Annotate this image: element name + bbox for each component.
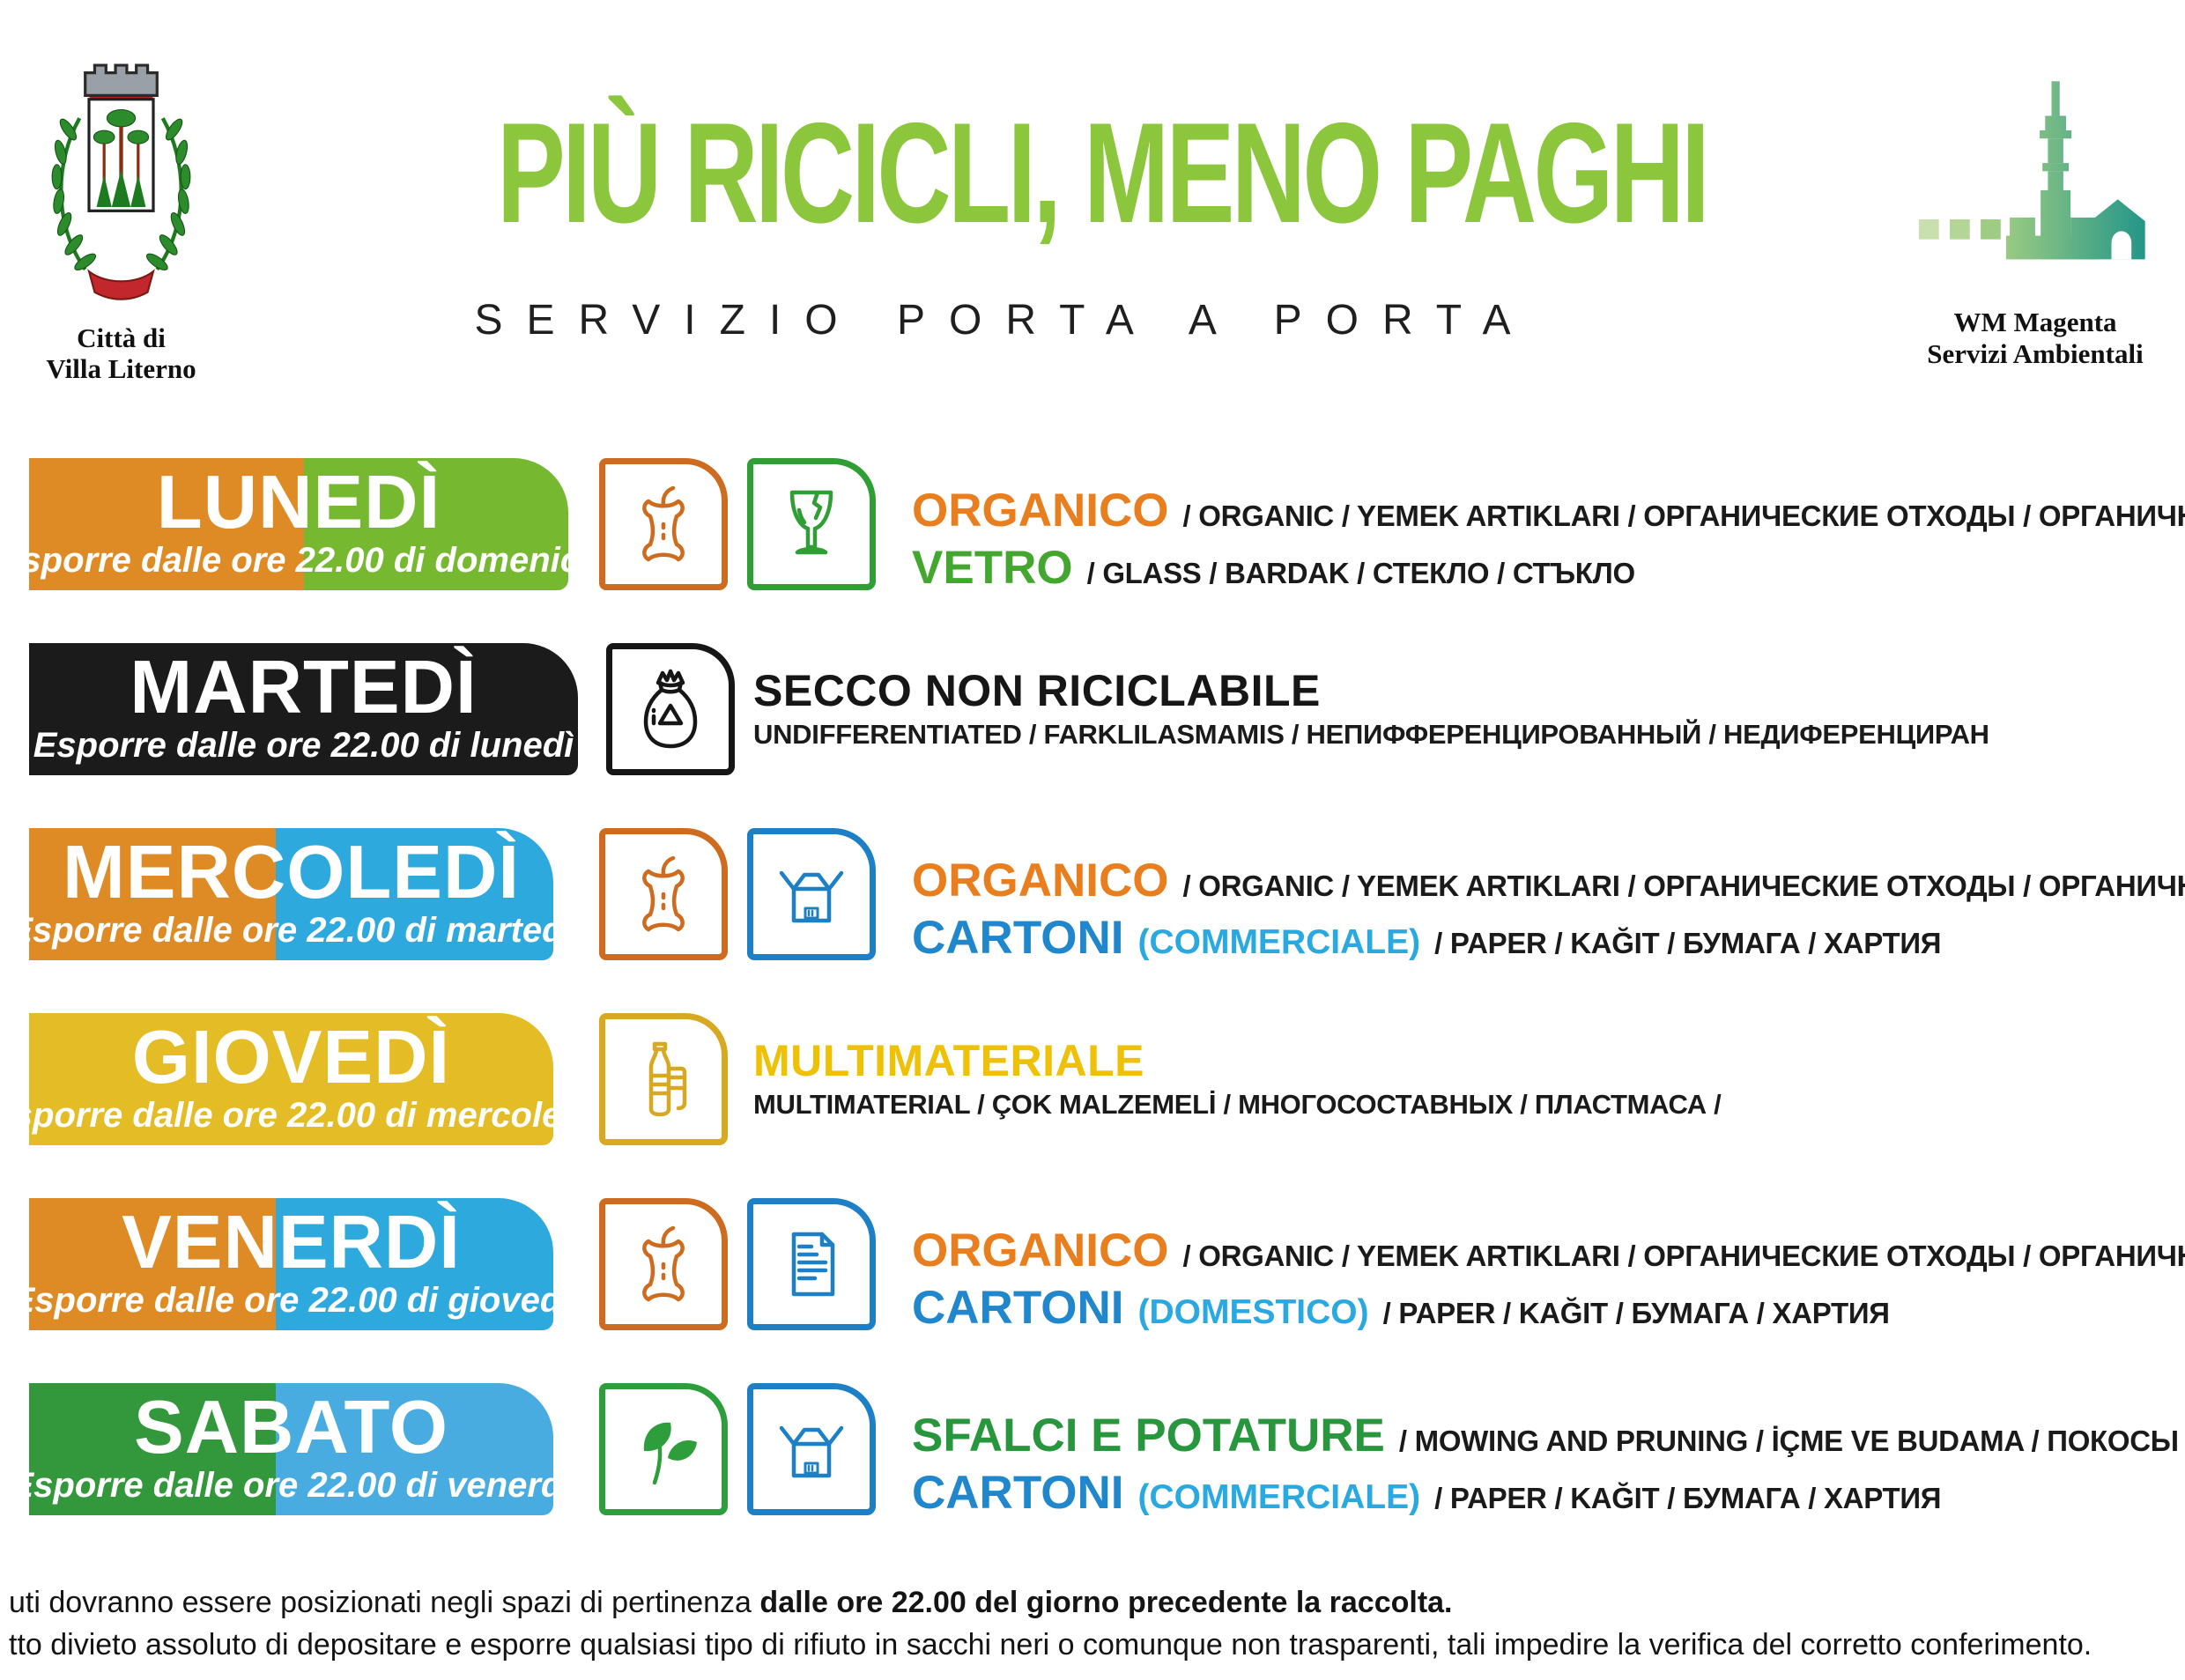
waste-type-qualifier: (COMMERCIALE) xyxy=(1137,1477,1421,1516)
schedule-row-martedi: MARTEDÌ Esporre dalle ore 22.00 di luned… xyxy=(29,643,2156,775)
partner-name-line1: WM Magenta xyxy=(1953,307,2117,337)
day-label: VENERDÌ xyxy=(122,1200,461,1284)
partner-name-line2: Servizi Ambientali xyxy=(1927,338,2144,369)
day-note: Esporre dalle ore 22.00 di lunedì xyxy=(33,726,574,766)
partner-name: WM Magenta Servizi Ambientali xyxy=(1868,307,2185,370)
municipality-name-line2: Villa Literno xyxy=(46,353,196,384)
day-note: Esporre dalle ore 22.00 di venerdì xyxy=(29,1466,553,1506)
apple-core-icon xyxy=(599,458,728,590)
waste-type: CARTONI xyxy=(912,1281,1124,1334)
day-label: LUNEDÌ xyxy=(156,460,441,544)
waste-type: CARTONI xyxy=(912,911,1124,964)
leaves-icon xyxy=(599,1383,728,1515)
day-note: Esporre dalle ore 22.00 di giovedì xyxy=(29,1281,553,1321)
waste-translations: / PAPER / KAĞIT / БУМАГА / ХАРТИЯ xyxy=(1434,926,1942,959)
waste-translations: / ORGANIC / YEMEK ARTIKLARI / ОРГАНИЧЕСК… xyxy=(1182,1239,2185,1272)
day-banner: LUNEDÌ Esporre dalle ore 22.00 di domeni… xyxy=(29,458,568,590)
waste-translations: / PAPER / KAĞIT / БУМАГА / ХАРТИЯ xyxy=(1382,1296,1890,1329)
waste-type: SFALCI E POTATURE xyxy=(912,1409,1385,1462)
broken-glass-icon xyxy=(747,458,876,590)
day-label: MERCOLEDÌ xyxy=(63,830,520,914)
waste-bag-icon xyxy=(606,643,735,775)
day-label: GIOVEDÌ xyxy=(131,1015,451,1099)
municipality-name: Città di Villa Literno xyxy=(9,322,233,384)
footer-note-bold: dalle ore 22.00 del giorno precedente la… xyxy=(759,1586,1453,1619)
waste-translations: / MOWING AND PRUNING / İÇME VE BUDAMA / … xyxy=(1398,1424,2185,1457)
schedule-row-mercoledi: MERCOLEDÌ Esporre dalle ore 22.00 di mar… xyxy=(29,828,2185,964)
footer-note-line2: tto divieto assoluto di depositare e esp… xyxy=(9,1628,2092,1661)
page-title: PIÙ RICICLI, MENO PAGHI xyxy=(497,93,1710,253)
day-note: Esporre dalle ore 22.00 di domenica xyxy=(29,541,568,581)
footer-note-line1: uti dovranno essere posizionati negli sp… xyxy=(9,1586,1453,1619)
day-banner: MARTEDÌ Esporre dalle ore 22.00 di luned… xyxy=(29,643,578,775)
waste-type-qualifier: (COMMERCIALE) xyxy=(1137,922,1421,961)
cardboard-box-icon xyxy=(747,1383,876,1515)
cardboard-box-icon xyxy=(747,828,876,960)
waste-translations: UNDIFFERENTIATED / FARKLILASMAMIS / НЕПИ… xyxy=(753,718,1989,750)
waste-translations: / ORGANIC / YEMEK ARTIKLARI / ОРГАНИЧЕСК… xyxy=(1182,869,2185,902)
day-note: Esporre dalle ore 22.00 di martedì xyxy=(29,911,553,951)
paper-document-icon xyxy=(747,1198,876,1330)
waste-type: ORGANICO xyxy=(912,854,1169,907)
day-label: MARTEDÌ xyxy=(130,645,478,729)
day-banner: SABATO Esporre dalle ore 22.00 di venerd… xyxy=(29,1383,553,1515)
waste-type: SECCO NON RICICLABILE xyxy=(753,665,1321,715)
waste-translations: / ORGANIC / YEMEK ARTIKLARI / ОРГАНИЧЕСК… xyxy=(1182,500,2185,532)
schedule-row-sabato: SABATO Esporre dalle ore 22.00 di venerd… xyxy=(29,1383,2185,1519)
waste-translations: / GLASS / BARDAK / СТЕКЛО / СТЪКЛО xyxy=(1086,557,1636,589)
waste-type: CARTONI xyxy=(912,1466,1124,1519)
apple-core-icon xyxy=(599,828,728,960)
waste-type: ORGANICO xyxy=(912,1224,1169,1277)
day-label: SABATO xyxy=(133,1385,449,1469)
day-note: Esporre dalle ore 22.00 di mercoledì xyxy=(29,1096,553,1136)
wm-magenta-logo xyxy=(1919,81,2145,260)
schedule-row-venerdi: VENERDÌ Esporre dalle ore 22.00 di giove… xyxy=(29,1198,2185,1334)
waste-type: MULTIMATERIALE xyxy=(753,1035,1144,1085)
schedule-row-lunedi: LUNEDÌ Esporre dalle ore 22.00 di domeni… xyxy=(29,458,2185,594)
waste-type: ORGANICO xyxy=(912,485,1169,537)
waste-type-qualifier: (DOMESTICO) xyxy=(1137,1292,1369,1331)
bottle-and-can-icon xyxy=(599,1013,728,1145)
day-banner: VENERDÌ Esporre dalle ore 22.00 di giove… xyxy=(29,1198,553,1330)
municipality-name-line1: Città di xyxy=(77,322,166,353)
waste-type: VETRO xyxy=(912,542,1073,594)
municipality-coat-of-arms xyxy=(51,63,191,300)
apple-core-icon xyxy=(599,1198,728,1330)
day-banner: GIOVEDÌ Esporre dalle ore 22.00 di merco… xyxy=(29,1013,553,1145)
waste-translations: / PAPER / KAĞIT / БУМАГА / ХАРТИЯ xyxy=(1434,1481,1942,1514)
schedule-row-giovedi: GIOVEDÌ Esporre dalle ore 22.00 di merco… xyxy=(29,1013,2156,1145)
day-banner: MERCOLEDÌ Esporre dalle ore 22.00 di mar… xyxy=(29,828,553,960)
waste-translations: MULTIMATERIAL / ÇOK MALZEMELİ / МНОГОСОС… xyxy=(753,1088,1722,1120)
page-subtitle: SERVIZIO PORTA A PORTA xyxy=(474,297,1535,344)
